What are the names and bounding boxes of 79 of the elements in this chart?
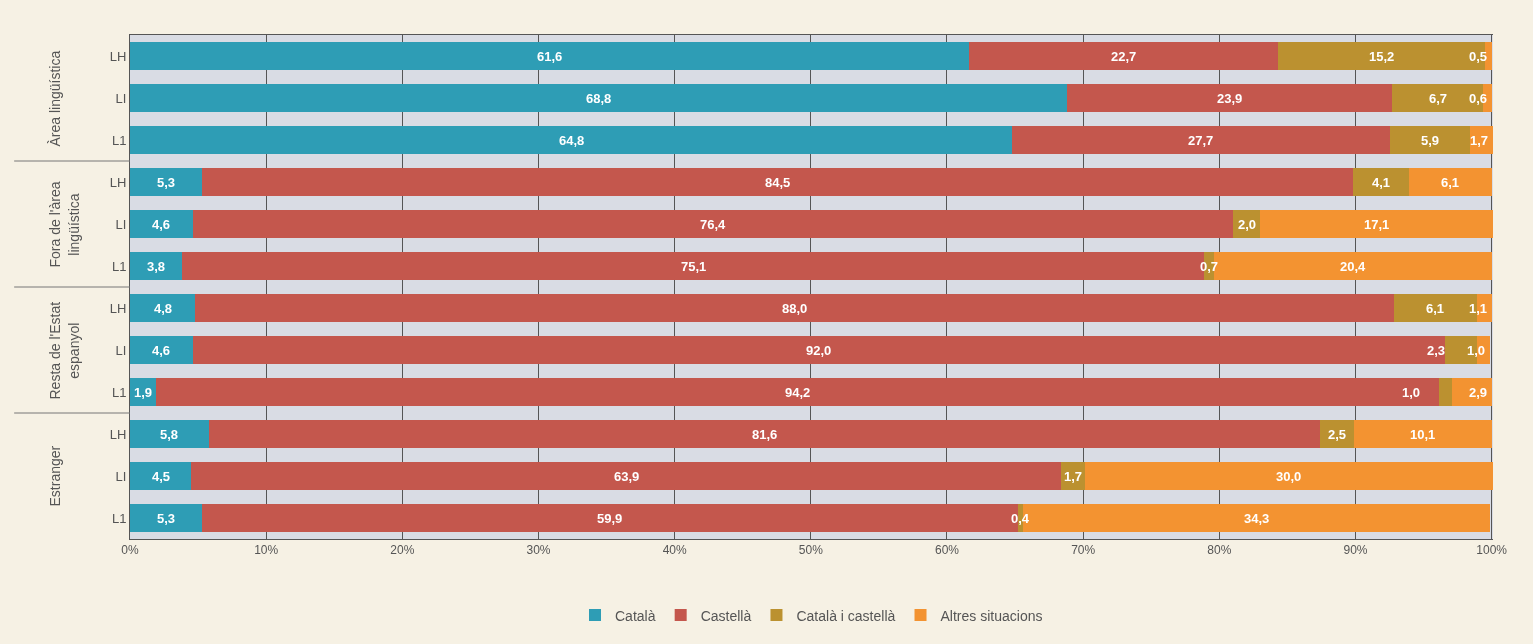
data-label: 6,1 <box>1426 301 1445 316</box>
y-tick-label: LI <box>115 342 127 358</box>
data-label: 1,0 <box>1402 385 1421 400</box>
data-label: 22,7 <box>1111 49 1137 64</box>
data-label: 59,9 <box>597 511 623 526</box>
data-label: 4,8 <box>154 301 173 316</box>
y-tick-label: LI <box>115 90 127 106</box>
data-label: 81,6 <box>752 427 778 442</box>
x-tick-label: 80% <box>1207 543 1232 558</box>
data-label: 17,1 <box>1364 217 1390 232</box>
data-label: 3,8 <box>147 259 166 274</box>
data-label: 64,8 <box>559 133 585 148</box>
y-tick-label: LH <box>109 426 127 442</box>
data-label: 2,5 <box>1328 427 1347 442</box>
y-tick-label: LI <box>115 468 127 484</box>
y-tick-label: L1 <box>111 132 127 148</box>
data-label: 84,5 <box>765 175 791 190</box>
data-label: 23,9 <box>1217 91 1243 106</box>
text: Fora de l'àrea lingüística <box>47 181 82 268</box>
legend-label: Altres situacions <box>940 607 1043 624</box>
x-tick-label: 40% <box>662 543 687 558</box>
data-label: 27,7 <box>1188 133 1214 148</box>
x-tick-label: 20% <box>390 543 415 558</box>
data-label: 34,3 <box>1244 511 1270 526</box>
data-label: 5,3 <box>157 511 176 526</box>
text: Resta de l'Estat espanyol <box>47 301 82 400</box>
data-label: 75,1 <box>681 259 707 274</box>
data-label: 92,0 <box>806 343 832 358</box>
data-label: 88,0 <box>782 301 808 316</box>
y-tick-label: L1 <box>111 384 127 400</box>
y-tick-label: L1 <box>111 258 127 274</box>
x-tick-label: 10% <box>254 543 279 558</box>
data-label: 1,9 <box>134 385 153 400</box>
data-label: 4,6 <box>152 217 171 232</box>
data-label: 68,8 <box>586 91 612 106</box>
x-tick-label: 90% <box>1343 543 1368 558</box>
legend-label: Català i castellà <box>796 607 896 624</box>
data-label: 2,3 <box>1427 343 1446 358</box>
data-label: 63,9 <box>614 469 640 484</box>
x-tick-label: 70% <box>1071 543 1096 558</box>
data-label: 94,2 <box>785 385 811 400</box>
x-tick-label: 50% <box>798 543 824 558</box>
data-label: 61,6 <box>537 49 563 64</box>
data-label: 1,1 <box>1469 301 1488 316</box>
y-tick-label: LH <box>109 174 127 190</box>
data-label: 5,3 <box>157 175 176 190</box>
data-label: 15,2 <box>1369 49 1395 64</box>
data-label: 6,7 <box>1429 91 1448 106</box>
y-tick-label: LH <box>109 48 127 64</box>
x-tick-label: 60% <box>934 543 960 558</box>
data-label: 1,7 <box>1470 133 1489 148</box>
text: Àrea lingüística <box>47 50 64 147</box>
data-label: 4,1 <box>1372 175 1391 190</box>
data-label: 6,1 <box>1441 175 1460 190</box>
data-label: 0,7 <box>1200 259 1219 274</box>
y-tick-label: L1 <box>111 510 127 526</box>
data-label: 2,9 <box>1469 385 1488 400</box>
legend-label: Castellà <box>700 607 752 624</box>
data-label: 0,6 <box>1469 91 1488 106</box>
y-tick-label: LH <box>109 300 127 316</box>
data-label: 0,4 <box>1011 511 1030 526</box>
data-label: 30,0 <box>1276 469 1302 484</box>
data-label: 10,1 <box>1410 427 1436 442</box>
data-label: 4,5 <box>152 469 171 484</box>
x-tick-label: 30% <box>526 543 551 558</box>
x-tick-label: 0% <box>121 543 139 558</box>
data-label: 1,0 <box>1467 343 1486 358</box>
data-label: 4,6 <box>152 343 171 358</box>
text: Estranger <box>47 445 64 507</box>
data-label: 5,9 <box>1421 133 1440 148</box>
data-label: 2,0 <box>1238 217 1257 232</box>
x-tick-label: 100% <box>1476 543 1508 558</box>
data-label: 1,7 <box>1064 469 1083 484</box>
y-tick-label: LI <box>115 216 127 232</box>
data-label: 5,8 <box>160 427 179 442</box>
data-label: 20,4 <box>1340 259 1367 274</box>
data-label: 0,5 <box>1469 49 1488 64</box>
legend-label: Català <box>615 607 656 624</box>
data-label: 76,4 <box>700 217 727 232</box>
